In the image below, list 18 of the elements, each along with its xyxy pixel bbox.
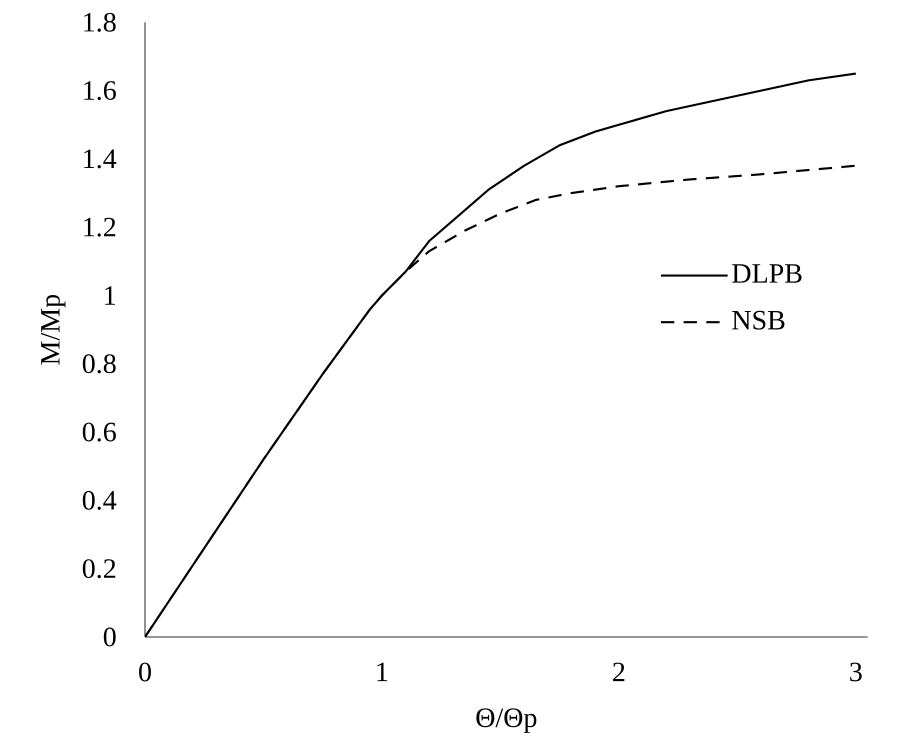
x-tick-label: 2 xyxy=(613,662,624,682)
y-tick-label: 1.2 xyxy=(84,218,116,237)
y-tick-label: 0.6 xyxy=(82,422,116,442)
y-tick-label: 1.6 xyxy=(84,81,116,100)
y-tick-label: 1 xyxy=(105,286,116,305)
x-axis-title: Θ/Θp xyxy=(476,708,536,733)
x-tick-label: 1 xyxy=(377,662,388,682)
y-tick-label: 1.4 xyxy=(84,149,116,168)
x-tick-label: 3 xyxy=(850,662,862,682)
y-tick-label: 0.4 xyxy=(82,490,116,510)
y-axis-title: M/Mp xyxy=(41,294,66,365)
y-tick-label: 0 xyxy=(104,628,116,646)
y-tick-label: 1.8 xyxy=(84,12,116,32)
legend-label: NSB xyxy=(732,310,784,330)
legend-label: DLPB xyxy=(732,264,802,283)
x-tick-label: 0 xyxy=(139,662,151,682)
y-tick-label: 0.8 xyxy=(82,354,116,374)
y-tick-label: 0.2 xyxy=(82,559,116,578)
